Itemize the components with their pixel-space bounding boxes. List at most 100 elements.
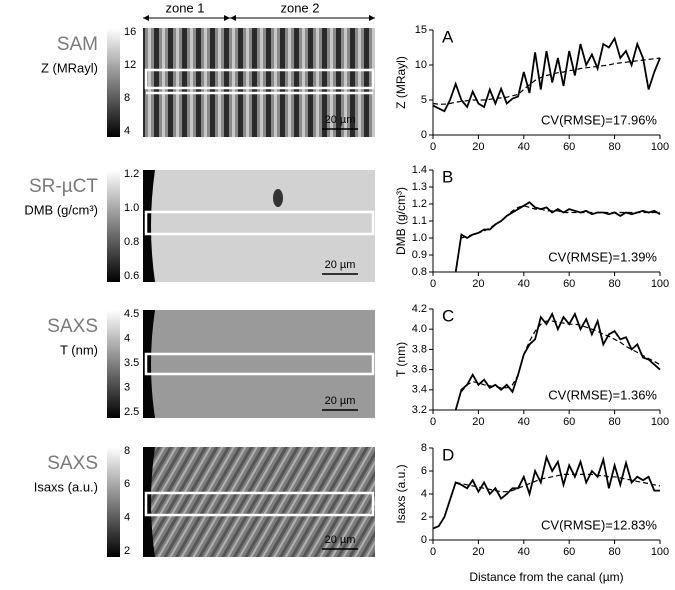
- technique: SR-µCT: [29, 176, 98, 197]
- quantity: Isaxs (a.u.): [34, 479, 98, 494]
- colorbar-tick: 0.8: [124, 236, 139, 248]
- colorbar-tick: 8: [124, 92, 130, 104]
- dark-edge: [143, 310, 155, 418]
- image: [143, 28, 375, 137]
- colorbar: [107, 28, 120, 137]
- scale-bar-label: 20 µm: [325, 395, 356, 407]
- colorbar-tick: 0.6: [124, 270, 139, 282]
- colorbar-tick: 1.0: [124, 202, 139, 214]
- series-line: [454, 201, 661, 273]
- dark-spot: [273, 189, 283, 207]
- x-tick-label: 80: [608, 141, 620, 153]
- colorbar: [107, 170, 120, 282]
- colorbar: [107, 447, 120, 557]
- x-tick-label: 100: [651, 141, 669, 153]
- y-tick-label: 4.2: [412, 303, 427, 315]
- dark-edge: [143, 170, 155, 282]
- y-tick-label: 0.9: [412, 249, 427, 261]
- colorbar-tick: 6: [124, 478, 130, 490]
- x-axis-label: Distance from the canal (µm): [469, 570, 623, 584]
- panel-letter: A: [442, 27, 454, 46]
- colorbar-tick: 12: [124, 59, 136, 71]
- x-tick-label: 40: [518, 278, 530, 290]
- annotation: CV(RMSE)=1.39%: [548, 249, 657, 264]
- y-tick-label: 3.2: [412, 404, 427, 416]
- y-axis-label: T (nm): [394, 342, 408, 377]
- x-tick-label: 60: [563, 546, 575, 558]
- quantity: T (nm): [60, 342, 98, 357]
- x-tick-label: 100: [651, 278, 669, 290]
- arrow-head: [230, 15, 236, 21]
- x-tick-label: 0: [430, 416, 436, 428]
- y-tick-label: 1.4: [412, 164, 427, 176]
- panel-letter: D: [442, 445, 454, 464]
- image: [143, 447, 375, 557]
- y-tick-label: 10: [415, 59, 427, 71]
- y-tick-label: 1.3: [412, 181, 427, 193]
- x-tick-label: 0: [430, 141, 436, 153]
- colorbar-tick: 4.5: [124, 308, 139, 320]
- technique: SAXS: [47, 453, 98, 474]
- roi: [144, 491, 375, 517]
- x-tick-label: 20: [472, 546, 484, 558]
- y-axis-label: Z (MRayl): [394, 56, 408, 109]
- series-line: [461, 205, 660, 239]
- x-tick-label: 60: [563, 141, 575, 153]
- colorbar-tick: 16: [124, 26, 136, 38]
- panel-letter: B: [442, 167, 453, 186]
- arrow-head: [224, 15, 230, 21]
- colorbar: [107, 310, 120, 418]
- colorbar-tick: 2.5: [124, 406, 139, 418]
- y-tick-label: 15: [415, 24, 427, 36]
- y-tick-label: 6: [421, 465, 427, 477]
- annotation: CV(RMSE)=12.83%: [541, 517, 657, 532]
- series-line: [460, 320, 661, 393]
- x-tick-label: 60: [563, 416, 575, 428]
- colorbar-tick: 2: [124, 545, 130, 557]
- roi: [144, 68, 375, 90]
- annotation: CV(RMSE)=17.96%: [541, 112, 657, 127]
- x-tick-label: 20: [472, 278, 484, 290]
- technique: SAXS: [47, 316, 98, 337]
- y-tick-label: 1.0: [412, 232, 427, 244]
- y-tick-label: 3.8: [412, 343, 427, 355]
- panel-letter: C: [442, 306, 454, 325]
- x-tick-label: 100: [651, 416, 669, 428]
- image: [143, 310, 375, 418]
- x-tick-label: 20: [472, 141, 484, 153]
- series-line: [455, 473, 661, 493]
- x-tick-label: 20: [472, 416, 484, 428]
- x-tick-label: 40: [518, 416, 530, 428]
- y-tick-label: 0.8: [412, 266, 427, 278]
- y-tick-label: 2: [421, 511, 427, 523]
- x-tick-label: 40: [518, 546, 530, 558]
- scale-bar-label: 20 µm: [325, 114, 356, 126]
- series-line: [432, 36, 661, 113]
- y-tick-label: 3.6: [412, 364, 427, 376]
- y-tick-label: 5: [421, 94, 427, 106]
- colorbar-tick: 4: [124, 332, 130, 344]
- y-axis-label: Isaxs (a.u.): [394, 464, 408, 523]
- series-line: [432, 57, 661, 105]
- colorbar-tick: 4: [124, 512, 130, 524]
- zone-label: zone 1: [165, 0, 204, 15]
- zone-label: zone 2: [280, 0, 319, 15]
- scale-bar-label: 20 µm: [325, 534, 356, 546]
- x-tick-label: 60: [563, 278, 575, 290]
- arrow-head: [369, 15, 375, 21]
- colorbar-tick: 3.5: [124, 357, 139, 369]
- roi: [144, 210, 375, 236]
- y-tick-label: 4: [421, 488, 427, 500]
- y-tick-label: 1.1: [412, 215, 427, 227]
- quantity: Z (MRayl): [41, 60, 98, 75]
- y-tick-label: 3.4: [412, 384, 427, 396]
- colorbar-tick: 1.2: [124, 168, 139, 180]
- x-tick-label: 80: [608, 546, 620, 558]
- y-tick-label: 4.0: [412, 323, 427, 335]
- x-tick-label: 80: [608, 278, 620, 290]
- x-tick-label: 0: [430, 278, 436, 290]
- series-line: [454, 311, 661, 411]
- colorbar-tick: 8: [124, 445, 130, 457]
- x-tick-label: 100: [651, 546, 669, 558]
